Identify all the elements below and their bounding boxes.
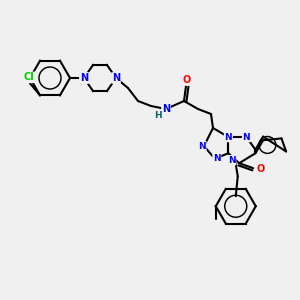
Text: N: N: [213, 154, 220, 163]
Text: N: N: [228, 156, 236, 165]
Text: O: O: [256, 164, 264, 174]
Text: N: N: [112, 73, 120, 83]
Text: Cl: Cl: [24, 72, 34, 82]
Text: N: N: [162, 104, 170, 114]
Text: N: N: [80, 73, 88, 83]
Text: N: N: [224, 133, 232, 142]
Text: H: H: [154, 112, 162, 121]
Text: N: N: [198, 142, 206, 151]
Text: N: N: [80, 73, 88, 83]
Text: N: N: [243, 133, 250, 142]
Text: O: O: [183, 75, 191, 85]
